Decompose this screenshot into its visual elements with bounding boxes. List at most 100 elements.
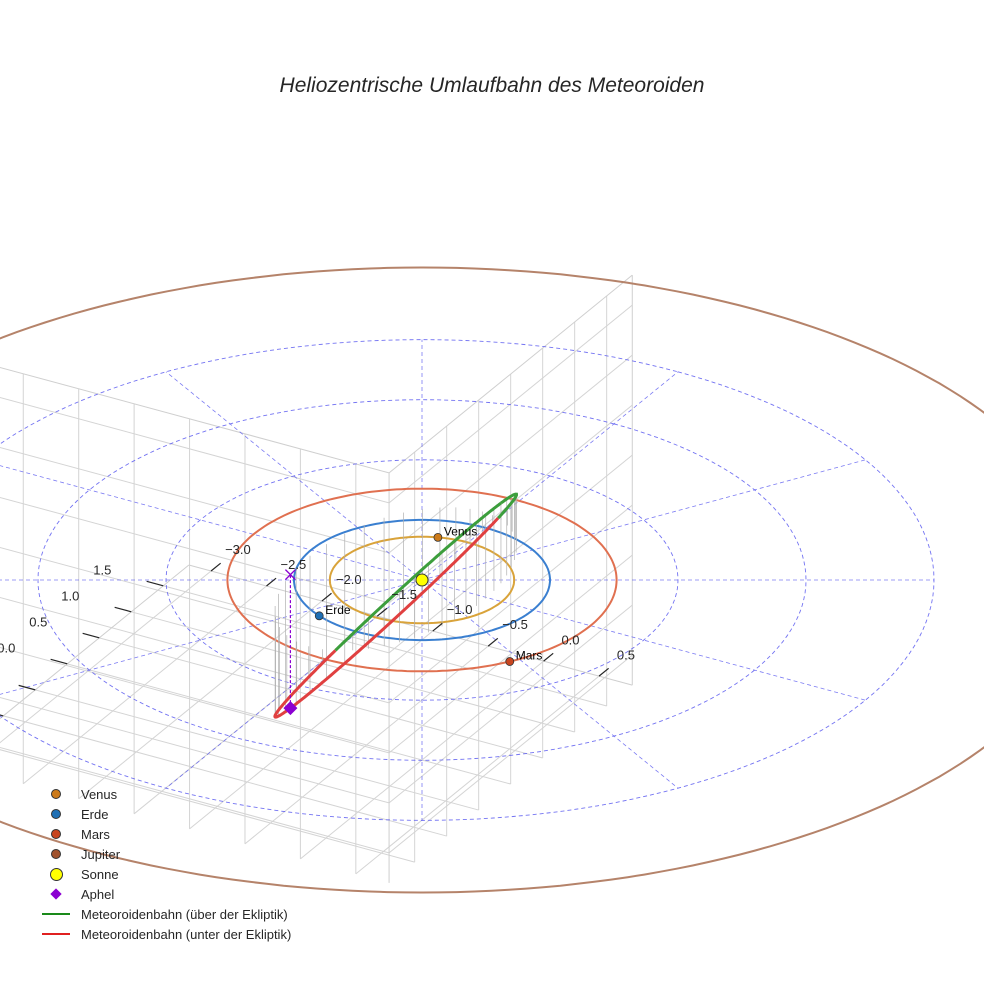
x-tick-label: 1.0: [61, 588, 79, 603]
legend-marker: [51, 829, 61, 839]
legend-item: Meteoroidenbahn (über der Ekliptik): [38, 904, 291, 924]
orbit-erde: [293, 518, 551, 642]
ecliptic-radial: [421, 371, 679, 581]
gridline-z: [388, 554, 633, 754]
legend-marker: [50, 888, 62, 900]
tick-mark: [543, 652, 554, 662]
x-tick-label: 0.0: [0, 640, 15, 655]
tick-mark: [598, 667, 610, 677]
legend-label: Meteoroidenbahn (über der Ekliptik): [81, 906, 288, 922]
planet-label-venus: Venus: [444, 524, 477, 538]
meteoroid-orbit-above: [334, 501, 502, 652]
tick-mark: [432, 622, 443, 632]
planet-marker-mars: [505, 657, 515, 666]
y-tick-label: −1.0: [447, 602, 473, 617]
meteoroid-orbit-below: [273, 517, 500, 719]
gridline-z: [0, 746, 390, 854]
tick-mark: [114, 606, 132, 613]
tick-mark: [146, 580, 164, 587]
gridline-x: [3, 715, 447, 837]
legend-marker: [49, 867, 63, 881]
aphel-projection-cross: [284, 569, 296, 581]
y-tick-label: 0.5: [617, 647, 635, 662]
legend-swatch: [38, 784, 74, 804]
ecliptic-radial: [421, 579, 679, 789]
gridline-x: [0, 749, 415, 863]
tick-mark: [18, 684, 36, 691]
planet-marker-venus: [433, 532, 443, 542]
legend-item: Jupiter: [38, 844, 291, 864]
legend-item: Meteoroidenbahn (unter der Ekliptik): [38, 924, 291, 944]
legend-marker: [51, 809, 61, 819]
orbit-jupiter: [0, 266, 984, 894]
legend-item: Sonne: [38, 864, 291, 884]
gridline-z: [388, 454, 633, 654]
axis-edge: [0, 366, 390, 474]
y-tick-label: 0.0: [561, 632, 579, 647]
axis-edge: [388, 274, 633, 474]
legend-marker: [42, 913, 70, 915]
legend-label: Venus: [81, 786, 118, 802]
ecliptic-radial: [0, 465, 423, 581]
meteoroid-orbit-above: [497, 492, 518, 520]
legend-swatch: [38, 904, 74, 924]
axes-grid: [0, 274, 633, 883]
legend-marker: [51, 789, 61, 799]
y-tick-label: −0.5: [502, 617, 528, 632]
tick-mark: [376, 607, 388, 617]
sun-marker: [415, 573, 429, 587]
y-tick-label: −1.5: [391, 587, 417, 602]
gridline-y: [244, 645, 489, 845]
legend-item: Aphel: [38, 884, 291, 904]
gridline-x: [99, 637, 543, 759]
legend-marker: [51, 849, 61, 859]
legend-item: Mars: [38, 824, 291, 844]
planet-label-mars: Mars: [516, 649, 543, 663]
legend-swatch: [38, 824, 74, 844]
gridline-y: [0, 570, 212, 744]
x-tick-label: 1.5: [93, 562, 111, 577]
gridline-x: [35, 689, 479, 811]
legend-swatch: [38, 924, 74, 944]
legend-swatch: [38, 844, 74, 864]
markers: Venus Erde Mars: [283, 524, 543, 716]
legend-marker: [42, 933, 70, 935]
legend-label: Meteoroidenbahn (unter der Ekliptik): [81, 926, 292, 942]
legend-item: Erde: [38, 804, 291, 824]
tick-mark: [266, 577, 277, 587]
gridline-z: [388, 604, 633, 804]
gridline-y: [355, 675, 600, 875]
tick-labels: −1.5−1.0−0.50.00.51.01.52.0−1.5−1.0−0.50…: [0, 542, 635, 717]
gridline-x: [67, 663, 511, 785]
meteoroid-orbit: [273, 492, 518, 719]
gridline-z: [388, 304, 633, 504]
gridline-z: [0, 396, 390, 504]
legend-swatch: [38, 884, 74, 904]
gridline-y: [189, 630, 434, 830]
tick-mark: [321, 592, 332, 602]
planet-label-erde: Erde: [325, 603, 351, 617]
gridline-x: [131, 611, 575, 733]
y-tick-label: −2.0: [336, 572, 362, 587]
x-tick-label: 0.5: [29, 614, 47, 629]
gridline-z: [0, 596, 390, 704]
tick-mark: [210, 562, 222, 572]
legend-swatch: [38, 864, 74, 884]
legend: Venus Erde Mars Jupiter Sonne Aphel Meteoroide…: [38, 784, 291, 944]
legend-label: Sonne: [81, 866, 119, 882]
y-tick-label: −2.5: [281, 557, 307, 572]
ecliptic-reference-grid: [0, 339, 935, 821]
axis-edge: [0, 564, 190, 720]
legend-label: Jupiter: [81, 846, 121, 862]
gridline-y: [22, 585, 267, 785]
tick-mark: [50, 658, 68, 665]
tick-mark: [82, 632, 100, 639]
legend-label: Mars: [81, 826, 110, 842]
legend-label: Aphel: [81, 886, 115, 902]
axis-edge: [188, 564, 633, 686]
orbit-venus: [328, 535, 516, 625]
legend-item: Venus: [38, 784, 291, 804]
tick-mark: [487, 637, 499, 647]
ecliptic-radial: [165, 579, 423, 789]
